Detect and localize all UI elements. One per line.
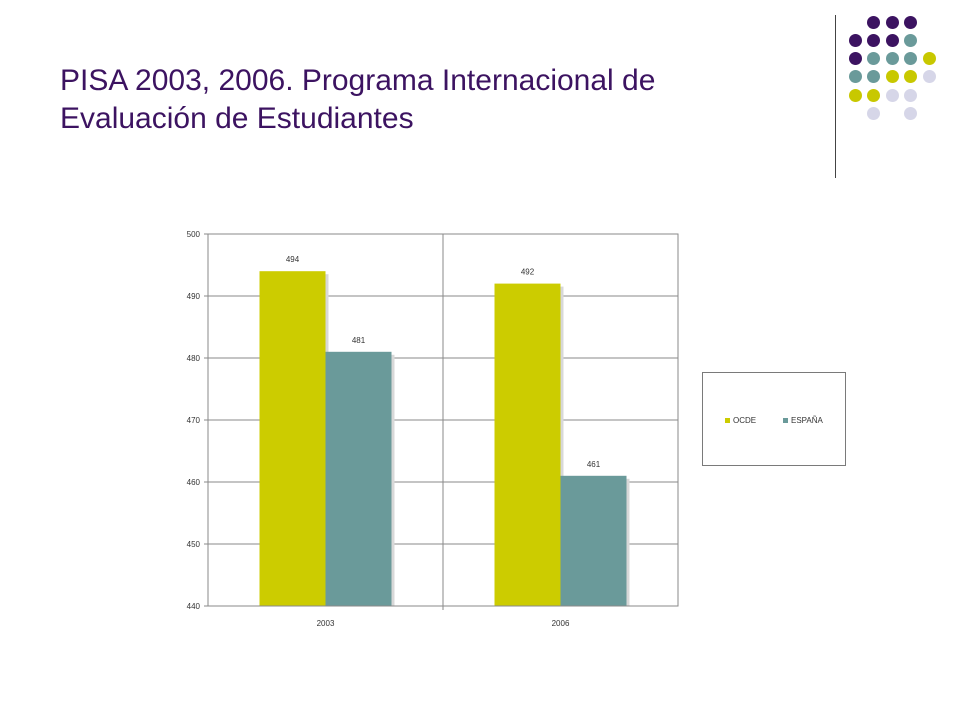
chart-legend: OCDE ESPAÑA: [702, 372, 846, 466]
data-label: 461: [587, 460, 601, 469]
chart-labels: 440 450 460 470 480 490 500 494 481 2003 492 461 200…: [187, 230, 601, 628]
y-tick-label: 440: [187, 602, 201, 611]
legend-swatch-ocde: [725, 418, 730, 423]
data-label: 492: [521, 268, 535, 277]
bar-ocde-2003: [259, 271, 326, 606]
slide-title: PISA 2003, 2006. Programa Internacional …: [60, 62, 800, 138]
legend-item-espana: ESPAÑA: [783, 416, 823, 425]
x-tick-label: 2006: [552, 619, 570, 628]
bar-españa-2003: [325, 351, 392, 606]
slide-title-line-2: Evaluación de Estudiantes: [60, 102, 414, 135]
chart-bars: [259, 271, 630, 606]
y-tick-label: 460: [187, 478, 201, 487]
decorative-divider: [835, 15, 836, 178]
bar-ocde-2006: [494, 283, 561, 606]
y-tick-label: 470: [187, 416, 201, 425]
bar-españa-2006: [560, 475, 627, 606]
y-tick-label: 480: [187, 354, 201, 363]
legend-swatch-espana: [783, 418, 788, 423]
legend-item-ocde: OCDE: [725, 416, 756, 425]
x-tick-label: 2003: [317, 619, 335, 628]
y-tick-label: 490: [187, 292, 201, 301]
plot-area-border: [207, 233, 679, 607]
legend-label-espana: ESPAÑA: [791, 416, 823, 425]
chart-axes: [204, 233, 679, 607]
legend-label-ocde: OCDE: [733, 416, 757, 425]
slide-title-line-1: PISA 2003, 2006. Programa Internacional …: [60, 64, 656, 97]
y-tick-label: 500: [187, 230, 201, 239]
data-label: 481: [352, 336, 366, 345]
data-label: 494: [286, 255, 300, 264]
y-tick-label: 450: [187, 540, 201, 549]
